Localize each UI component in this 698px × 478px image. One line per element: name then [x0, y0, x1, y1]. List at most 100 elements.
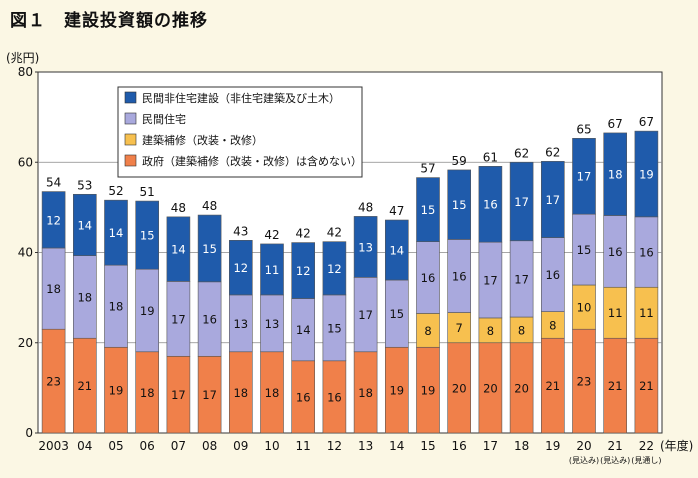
bar-segment — [260, 243, 284, 296]
x-tick-note: (見込み) — [569, 456, 599, 465]
x-tick-label: 19 — [545, 439, 560, 453]
data-label: 18 — [77, 290, 92, 304]
chart-title: 図１ 建設投資額の推移 — [10, 11, 208, 31]
data-label: 17 — [358, 308, 373, 322]
data-label: 13 — [265, 317, 280, 331]
data-label: 16 — [452, 269, 467, 283]
data-label: 16 — [483, 198, 498, 212]
legend-swatch — [124, 133, 137, 146]
total-label: 42 — [296, 227, 311, 241]
data-label: 23 — [577, 375, 592, 389]
data-label: 21 — [545, 379, 560, 393]
x-tick-label: 17 — [483, 439, 498, 453]
data-label: 11 — [608, 306, 623, 320]
total-label: 59 — [452, 154, 467, 168]
bar-segment — [166, 216, 191, 282]
bar-segment — [135, 200, 159, 270]
legend-box — [117, 86, 363, 178]
data-label: 12 — [296, 264, 311, 278]
data-label: 15 — [389, 307, 404, 321]
x-tick-label: 13 — [358, 439, 373, 453]
x-tick-label: 14 — [389, 439, 404, 453]
x-tick-label: 10 — [264, 439, 279, 453]
y-tick-label: 40 — [18, 246, 33, 260]
data-label: 16 — [608, 245, 623, 259]
data-label: 8 — [518, 323, 525, 337]
total-label: 42 — [327, 226, 342, 240]
data-label: 17 — [545, 193, 560, 207]
y-tick-label: 60 — [18, 155, 33, 169]
data-label: 18 — [140, 386, 155, 400]
data-label: 16 — [421, 271, 436, 285]
total-label: 48 — [202, 199, 217, 213]
legend-label: 民間住宅 — [142, 112, 186, 126]
total-label: 42 — [264, 228, 279, 242]
bar-segment — [104, 199, 128, 266]
data-label: 19 — [109, 384, 124, 398]
data-label: 18 — [265, 386, 280, 400]
bar-segment — [416, 177, 440, 242]
bar-segment — [291, 242, 316, 299]
data-label: 18 — [608, 168, 623, 182]
data-label: 15 — [421, 203, 436, 217]
total-label: 62 — [545, 145, 560, 159]
x-tick-label: 2003 — [38, 439, 69, 453]
data-label: 16 — [545, 268, 560, 282]
legend-swatch — [124, 112, 137, 125]
data-label: 15 — [140, 229, 155, 243]
data-label: 14 — [389, 244, 404, 258]
x-tick-label: 07 — [171, 439, 186, 453]
data-label: 12 — [233, 261, 248, 275]
data-label: 8 — [487, 324, 494, 338]
total-label: 67 — [639, 115, 654, 129]
y-tick-label: 80 — [18, 65, 33, 79]
data-label: 19 — [140, 304, 155, 318]
data-label: 16 — [639, 246, 654, 260]
bar-segment — [540, 161, 565, 238]
bar-segment — [603, 132, 628, 216]
legend-label: 建築補修（改装・改修） — [142, 133, 263, 147]
data-label: 18 — [233, 386, 248, 400]
x-tick-label: 15 — [420, 439, 435, 453]
x-tick-label: 12 — [327, 439, 342, 453]
legend-swatch — [124, 154, 137, 167]
x-tick-label: 11 — [296, 439, 311, 453]
data-label: 14 — [77, 218, 92, 232]
data-label: 8 — [424, 324, 431, 338]
y-tick-label: 0 — [25, 426, 33, 440]
x-tick-label: 18 — [514, 439, 529, 453]
x-tick-label: 22 — [639, 439, 654, 453]
bar-segment — [229, 240, 253, 296]
legend-label: 政府（建築補修（改装・改修）は含めない） — [142, 154, 362, 168]
data-label: 21 — [77, 379, 92, 393]
data-label: 17 — [483, 274, 498, 288]
data-label: 16 — [202, 313, 217, 327]
data-label: 10 — [577, 301, 592, 315]
legend-swatch — [124, 91, 137, 104]
total-label: 54 — [46, 176, 61, 190]
total-label: 67 — [608, 117, 623, 131]
total-label: 48 — [358, 200, 373, 214]
data-label: 19 — [421, 384, 436, 398]
bar-segment — [197, 214, 222, 283]
total-label: 48 — [171, 201, 186, 215]
data-label: 17 — [171, 388, 186, 402]
data-label: 7 — [456, 321, 463, 335]
x-tick-label: 21 — [608, 439, 623, 453]
legend-label: 民間非住宅建設（非住宅建築及び土木） — [142, 91, 340, 105]
x-tick-label: 09 — [233, 439, 248, 453]
data-label: 20 — [483, 381, 498, 395]
x-tick-label: 04 — [77, 439, 92, 453]
x-tick-label: 16 — [452, 439, 467, 453]
bar-segment — [353, 216, 378, 278]
bar-segment — [41, 191, 66, 249]
data-label: 20 — [514, 381, 529, 395]
total-label: 51 — [140, 185, 155, 199]
data-label: 21 — [639, 379, 654, 393]
data-label: 11 — [265, 263, 280, 277]
data-label: 15 — [202, 242, 217, 256]
data-label: 18 — [358, 386, 373, 400]
data-label: 16 — [296, 390, 311, 404]
data-label: 11 — [639, 306, 654, 320]
